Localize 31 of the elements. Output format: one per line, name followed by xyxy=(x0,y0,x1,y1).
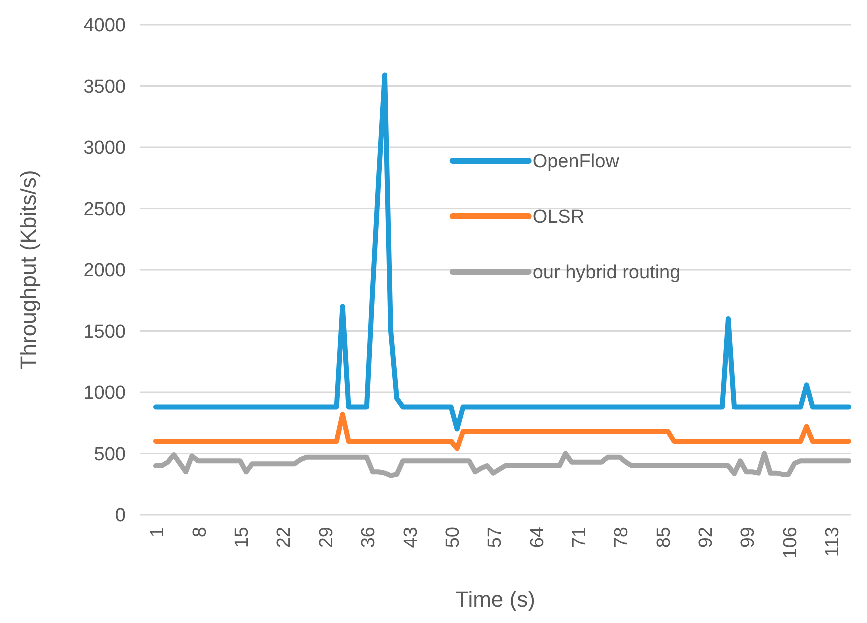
x-tick-label: 99 xyxy=(738,527,760,548)
legend-label: OpenFlow xyxy=(532,152,620,173)
y-tick-label: 2500 xyxy=(84,199,126,220)
x-tick-label: 36 xyxy=(358,527,380,548)
x-tick-label: 1 xyxy=(148,527,169,538)
x-tick-label: 43 xyxy=(400,527,422,548)
y-tick-label: 3500 xyxy=(84,76,126,98)
y-tick-label: 2000 xyxy=(84,260,126,282)
x-tick-label: 8 xyxy=(190,527,211,538)
y-tick-label: 1500 xyxy=(84,322,126,343)
y-tick-label: 3000 xyxy=(84,138,126,160)
y-tick-label: 0 xyxy=(115,506,126,527)
x-tick-label: 113 xyxy=(822,527,844,558)
x-tick-label: 106 xyxy=(780,527,802,559)
x-tick-label: 29 xyxy=(316,527,338,548)
y-tick-label: 1000 xyxy=(84,383,126,404)
x-tick-label: 92 xyxy=(696,527,718,548)
legend-label: OLSR xyxy=(532,207,585,228)
x-tick-label: 85 xyxy=(654,527,675,548)
x-tick-label: 22 xyxy=(274,527,296,548)
x-tick-label: 64 xyxy=(527,526,548,548)
x-axis-title: Time (s) xyxy=(456,587,536,612)
y-tick-label: 500 xyxy=(94,444,126,466)
x-tick-label: 15 xyxy=(232,527,254,548)
x-tick-label: 50 xyxy=(442,527,464,548)
y-tick-label: 4000 xyxy=(84,16,126,37)
y-axis-title: Throughput (Kbits/s) xyxy=(16,170,41,370)
x-tick-label: 78 xyxy=(612,527,633,548)
x-tick-label: 57 xyxy=(485,527,506,548)
x-tick-label: 71 xyxy=(569,527,590,548)
legend-label: our hybrid routing xyxy=(532,262,681,284)
